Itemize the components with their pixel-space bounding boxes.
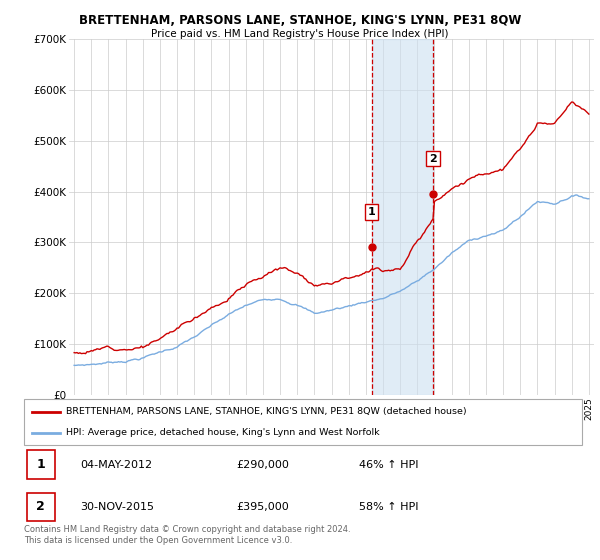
Text: Price paid vs. HM Land Registry's House Price Index (HPI): Price paid vs. HM Land Registry's House … [151, 29, 449, 39]
FancyBboxPatch shape [27, 450, 55, 479]
Text: 58% ↑ HPI: 58% ↑ HPI [359, 502, 418, 512]
Text: HPI: Average price, detached house, King's Lynn and West Norfolk: HPI: Average price, detached house, King… [66, 428, 379, 437]
Text: 2: 2 [37, 501, 45, 514]
Bar [371, 39, 433, 395]
Text: Contains HM Land Registry data © Crown copyright and database right 2024.
This d: Contains HM Land Registry data © Crown c… [24, 525, 350, 545]
Text: BRETTENHAM, PARSONS LANE, STANHOE, KING'S LYNN, PE31 8QW: BRETTENHAM, PARSONS LANE, STANHOE, KING'… [79, 14, 521, 27]
Text: £290,000: £290,000 [236, 460, 289, 470]
FancyBboxPatch shape [24, 399, 582, 445]
FancyBboxPatch shape [27, 493, 55, 521]
Text: BRETTENHAM, PARSONS LANE, STANHOE, KING'S LYNN, PE31 8QW (detached house): BRETTENHAM, PARSONS LANE, STANHOE, KING'… [66, 407, 466, 416]
Text: 2: 2 [429, 153, 437, 164]
Text: 1: 1 [368, 207, 376, 217]
Text: 1: 1 [37, 458, 45, 471]
Text: 04-MAY-2012: 04-MAY-2012 [80, 460, 152, 470]
Text: £395,000: £395,000 [236, 502, 289, 512]
Text: 46% ↑ HPI: 46% ↑ HPI [359, 460, 418, 470]
Text: 30-NOV-2015: 30-NOV-2015 [80, 502, 154, 512]
